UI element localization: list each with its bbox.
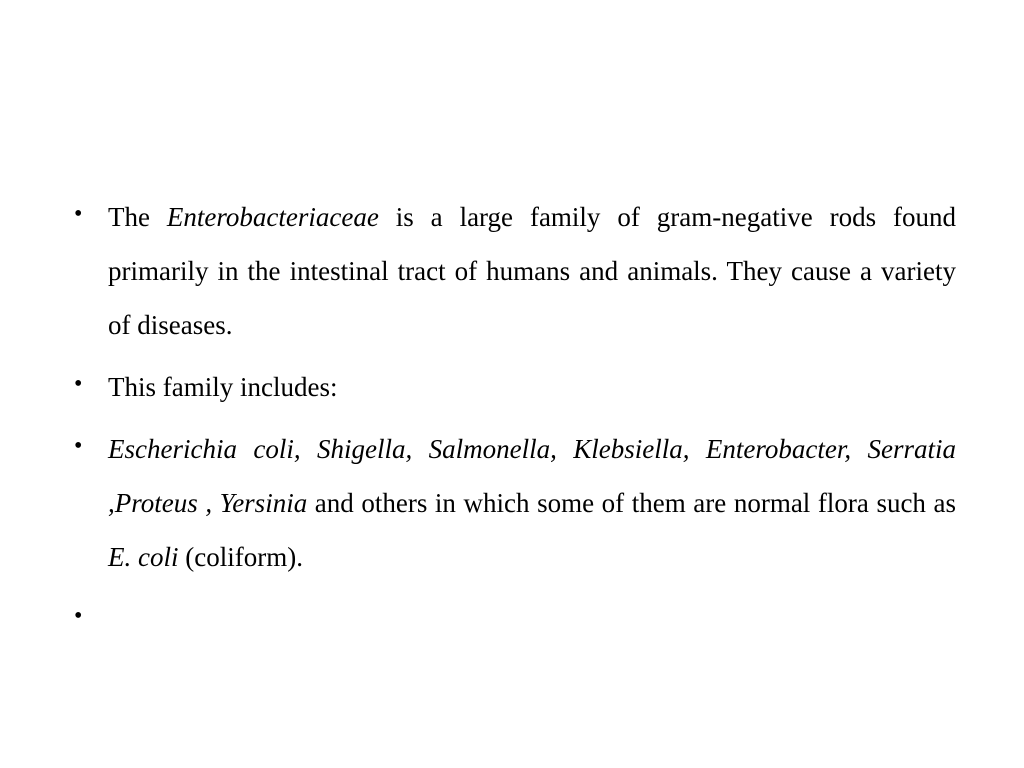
- slide-body: The Enterobacteriaceae is a large family…: [0, 0, 1024, 768]
- bullet-item-1: The Enterobacteriaceae is a large family…: [68, 190, 956, 352]
- italic-term: E. coli: [108, 542, 178, 572]
- bullet-item-2: This family includes:: [68, 360, 956, 414]
- text-fragment: This family includes:: [108, 372, 337, 402]
- text-fragment: The: [108, 202, 167, 232]
- italic-term: Enterobacteriaceae: [167, 202, 379, 232]
- bullet-list: The Enterobacteriaceae is a large family…: [68, 190, 956, 584]
- text-fragment: and others in which some of them are nor…: [307, 488, 956, 518]
- text-fragment: (coliform).: [178, 542, 302, 572]
- bullet-item-3: Escherichia coli, Shigella, Salmonella, …: [68, 422, 956, 584]
